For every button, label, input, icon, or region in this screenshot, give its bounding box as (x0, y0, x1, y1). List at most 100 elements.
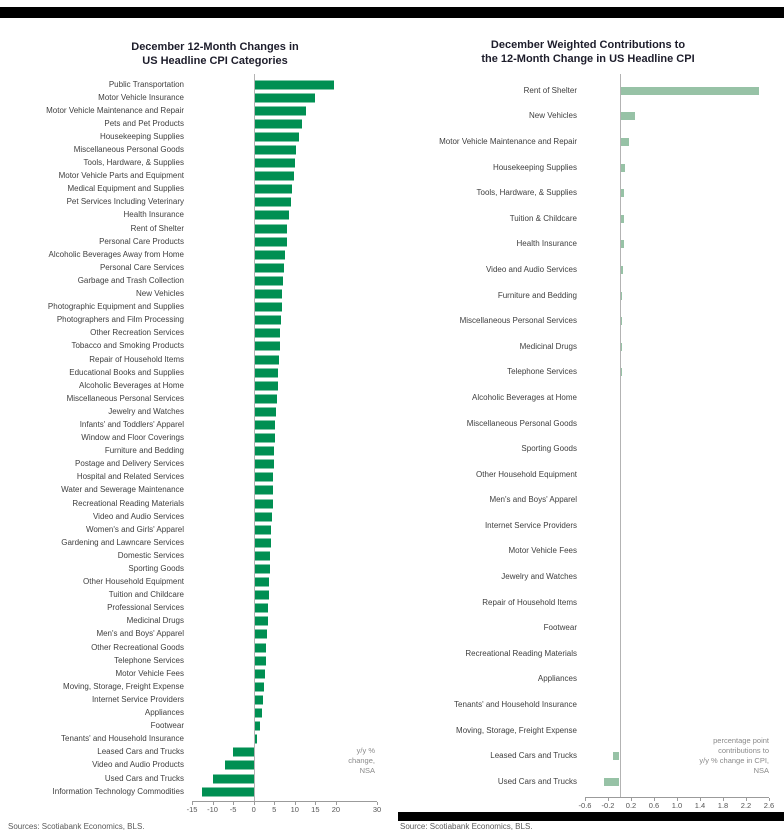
bar-row: Public Transportation (0, 78, 392, 91)
bar (253, 250, 285, 260)
category-label: Miscellaneous Personal Services (459, 316, 577, 326)
bar (253, 355, 279, 365)
category-label: Internet Service Providers (91, 694, 184, 704)
category-label: Tenants' and Household Insurance (454, 700, 577, 710)
bar (253, 276, 284, 286)
category-label: Internet Service Providers (484, 520, 577, 530)
bar (253, 721, 260, 731)
bar-row: Internet Service Providers (392, 513, 784, 539)
x-tick-label: 1.8 (717, 800, 729, 810)
bar (619, 112, 636, 121)
category-label: Tools, Hardware, & Supplies (83, 158, 185, 168)
zero-axis-line (253, 74, 255, 801)
bar-row: Recreational Reading Materials (0, 497, 392, 510)
bar-row: Professional Services (0, 602, 392, 615)
category-label: Domestic Services (117, 550, 184, 560)
bar-row: Used Cars and Trucks (392, 769, 784, 795)
x-tick-label: 20 (331, 804, 341, 814)
bar (253, 171, 294, 181)
x-tick-label: 1.4 (694, 800, 706, 810)
category-label: Video and Audio Services (485, 264, 577, 274)
category-label: Photographers and Film Processing (56, 315, 184, 325)
bar-row: Internet Service Providers (0, 693, 392, 706)
category-label: Leased Cars and Trucks (490, 751, 577, 761)
bar-row: Alcoholic Beverages at Home (0, 379, 392, 392)
category-label: Alcoholic Beverages Away from Home (48, 249, 184, 259)
bar (253, 237, 287, 247)
category-label: Jewelry and Watches (501, 572, 577, 582)
bar (253, 263, 285, 273)
x-tick-mark (294, 801, 296, 805)
x-tick-label: 10 (290, 804, 299, 814)
category-label: Personal Care Products (99, 236, 184, 246)
bar-row: Educational Books and Supplies (0, 366, 392, 379)
category-label: Public Transportation (108, 79, 184, 89)
bar (603, 777, 620, 786)
category-label: Other Recreation Services (90, 328, 184, 338)
bar (613, 752, 620, 761)
x-tick-mark (746, 797, 747, 801)
bar (253, 446, 275, 456)
bar-row: Pet Services Including Veterinary (0, 196, 392, 209)
category-label: Alcoholic Beverages at Home (472, 392, 577, 402)
x-tick-mark (608, 797, 609, 801)
bar-row: Personal Care Products (0, 235, 392, 248)
bar (253, 629, 267, 639)
bar-row: Recreational Reading Materials (392, 641, 784, 667)
category-label: Video and Audio Products (92, 760, 184, 770)
bar (253, 132, 299, 142)
category-label: Moving, Storage, Freight Expense (456, 725, 577, 735)
x-tick-label: -0.2 (601, 800, 615, 810)
bar-row: Infants' and Toddlers' Apparel (0, 418, 392, 431)
bar (619, 86, 759, 95)
category-label: Moving, Storage, Freight Expense (63, 681, 184, 691)
bar-row: Used Cars and Trucks (0, 772, 392, 785)
bar-row: Motor Vehicle Maintenance and Repair (0, 104, 392, 117)
bar-row: Other Household Equipment (0, 576, 392, 589)
bar-row: Alcoholic Beverages Away from Home (0, 248, 392, 261)
x-tick-label: -5 (229, 804, 237, 814)
x-tick-mark (315, 801, 317, 805)
category-label: Personal Care Services (99, 262, 184, 272)
bar (253, 577, 270, 587)
category-label: Repair of Household Items (482, 597, 577, 607)
category-label: Pet Services Including Veterinary (66, 197, 184, 207)
bar-row: Hospital and Related Services (0, 471, 392, 484)
bar (253, 315, 281, 325)
bar-row: Tuition and Childcare (0, 589, 392, 602)
category-label: Tenants' and Household Insurance (61, 734, 184, 744)
bar-row: Information Technology Commodities (0, 785, 392, 798)
bar (253, 538, 271, 548)
x-tick-label: 30 (372, 804, 382, 814)
bar (253, 80, 334, 90)
x-tick-label: 5 (272, 804, 277, 814)
bar-row: Tools, Hardware, & Supplies (392, 180, 784, 206)
bar-row: Housekeeping Supplies (392, 155, 784, 181)
bar-row: Video and Audio Products (0, 759, 392, 772)
bar-row: Women's and Girls' Apparel (0, 523, 392, 536)
bar (253, 420, 276, 430)
bar (253, 119, 303, 129)
bar-row: Other Recreation Services (0, 327, 392, 340)
bar-row: Sporting Goods (392, 436, 784, 462)
bar-row: Video and Audio Services (392, 257, 784, 283)
category-label: Professional Services (107, 603, 184, 613)
right-chart-title: December Weighted Contributions to the 1… (481, 39, 695, 66)
bar-row: Photographers and Film Processing (0, 314, 392, 327)
category-label: Health Insurance (123, 210, 184, 220)
right-plot-area: Rent of Shelter New Vehicles Motor Vehicle… (392, 74, 784, 809)
bar-row: Motor Vehicle Insurance (0, 91, 392, 104)
bar-row: Leased Cars and Trucks (392, 743, 784, 769)
bar-row: Men's and Boys' Apparel (392, 488, 784, 514)
bar-row: Footwear (0, 720, 392, 733)
category-label: Jewelry and Watches (108, 406, 184, 416)
category-label: Footwear (150, 721, 184, 731)
category-label: Telephone Services (507, 367, 577, 377)
bar (253, 734, 257, 744)
x-tick-label: 2.6 (763, 800, 775, 810)
category-label: Tuition & Childcare (509, 213, 577, 223)
bar-row: Tobacco and Smoking Products (0, 340, 392, 353)
category-label: Medicinal Drugs (519, 341, 577, 351)
bar (253, 368, 278, 378)
bar (253, 499, 273, 509)
